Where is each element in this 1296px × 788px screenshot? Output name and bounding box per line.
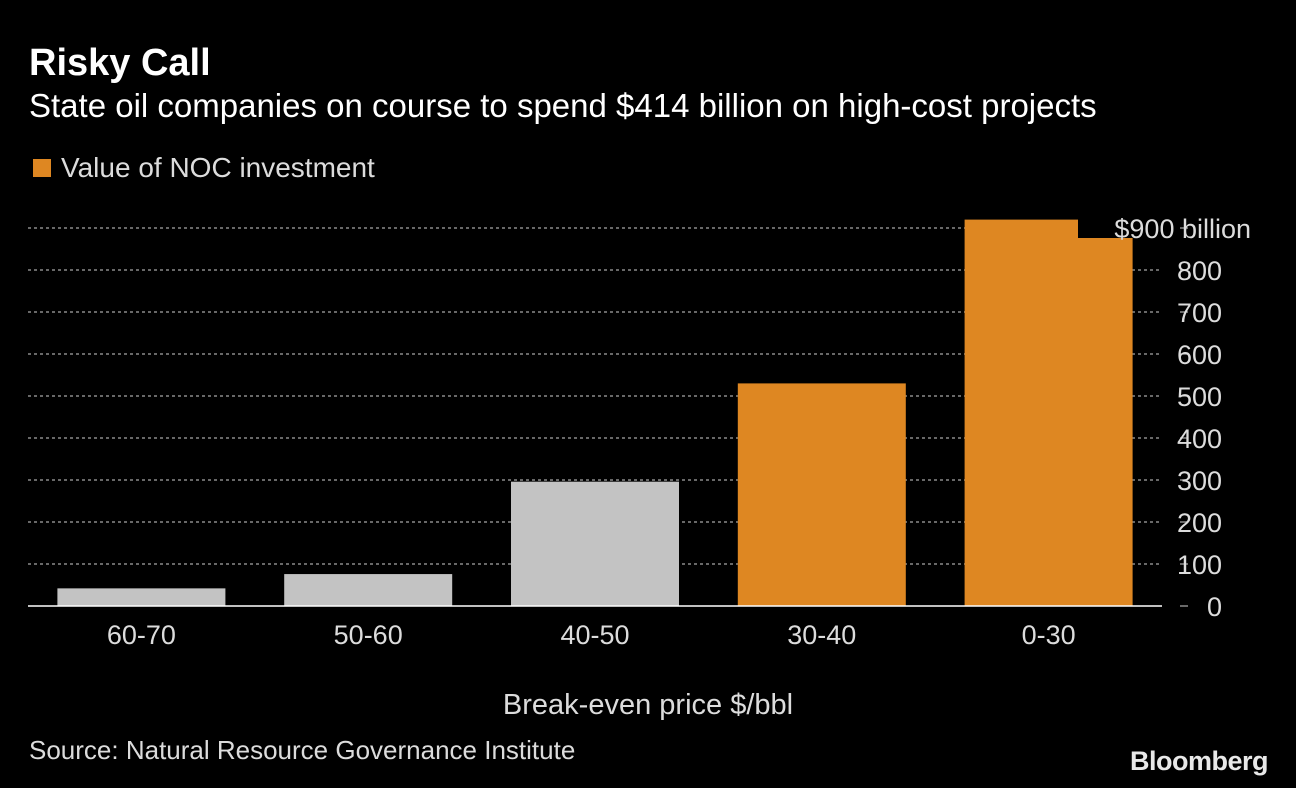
legend-swatch: [33, 159, 51, 177]
y-tick-label: 0: [1207, 592, 1222, 622]
y-tick-label: 100: [1177, 550, 1222, 580]
y-tick-label: 600: [1177, 340, 1222, 370]
y-tick-label: 300: [1177, 466, 1222, 496]
legend-label: Value of NOC investment: [61, 152, 375, 183]
bars: [57, 212, 1178, 606]
bar-50-60: [284, 574, 453, 606]
bar-40-50: [511, 481, 679, 606]
top-label-background: [1078, 212, 1178, 238]
y-tick-label: 500: [1177, 382, 1222, 412]
bar-0-30: [964, 219, 1133, 606]
y-tick-label: 700: [1177, 298, 1222, 328]
y-tick-label: $900 billion: [1114, 214, 1251, 244]
y-tick-label: 400: [1177, 424, 1222, 454]
legend: Value of NOC investment: [33, 152, 375, 184]
bar-60-70: [57, 588, 226, 606]
y-tick-label: 800: [1177, 256, 1222, 286]
source-note: Source: Natural Resource Governance Inst…: [29, 735, 576, 765]
bar-30-40: [737, 383, 906, 606]
x-tick-label: 30-40: [787, 620, 856, 650]
bloomberg-logo: Bloomberg: [1129, 746, 1269, 776]
x-axis-ticks: 60-70 50-60 40-50 30-40 0-30: [107, 620, 1076, 650]
x-tick-label: 50-60: [334, 620, 403, 650]
y-tick-label: 200: [1177, 508, 1222, 538]
x-tick-label: 40-50: [560, 620, 629, 650]
x-axis-label: Break-even price $/bbl: [503, 689, 793, 721]
y-axis-ticks: 0 100 200 300 400 500 600 700 800 $900 billion: [1114, 214, 1251, 622]
chart-subtitle: State oil companies on course to spend $…: [29, 87, 1097, 124]
x-tick-label: 60-70: [107, 620, 176, 650]
x-tick-label: 0-30: [1022, 620, 1076, 650]
chart-title: Risky Call: [29, 42, 211, 84]
